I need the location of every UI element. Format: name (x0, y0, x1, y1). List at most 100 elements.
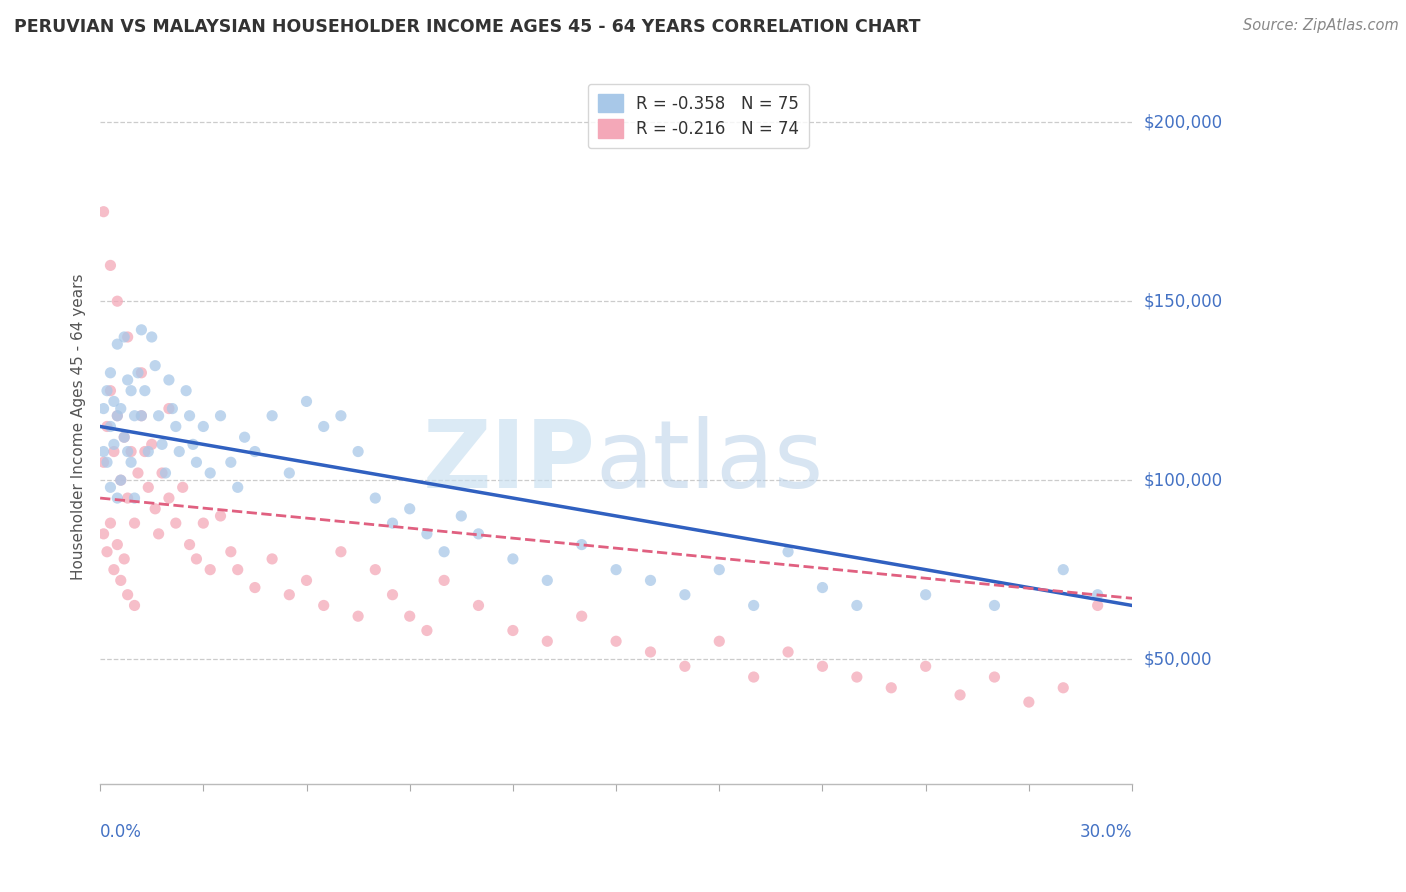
Point (96, 384, 118, 398)
Point (112, 430, 135, 444)
Point (914, 588, 936, 602)
Point (778, 545, 800, 559)
Point (117, 373, 139, 387)
Point (103, 444, 125, 458)
Point (811, 659, 834, 673)
Point (96, 419, 118, 434)
Point (93, 444, 115, 458)
Point (502, 624, 524, 638)
Point (167, 444, 190, 458)
Point (143, 359, 166, 373)
Point (117, 444, 139, 458)
Point (131, 323, 153, 337)
Point (174, 384, 197, 398)
Y-axis label: Householder Income Ages 45 - 64 years: Householder Income Ages 45 - 64 years (72, 273, 86, 580)
Point (742, 599, 765, 613)
Point (416, 527, 439, 541)
Point (536, 574, 558, 588)
Point (103, 437, 125, 451)
Point (93, 455, 115, 469)
Point (93, 401, 115, 416)
Point (120, 384, 142, 398)
Point (845, 670, 868, 684)
Point (124, 599, 146, 613)
Point (983, 599, 1005, 613)
Point (105, 294, 128, 309)
Point (127, 366, 149, 380)
Point (226, 480, 249, 494)
Point (1018, 695, 1040, 709)
Point (381, 588, 404, 602)
Point (143, 501, 166, 516)
Point (100, 419, 122, 434)
Point (605, 563, 627, 577)
Point (105, 409, 128, 423)
Point (949, 688, 972, 702)
Point (110, 401, 132, 416)
Point (131, 409, 153, 423)
Point (416, 624, 439, 638)
Point (450, 508, 472, 523)
Point (381, 516, 404, 530)
Point (105, 491, 128, 505)
Point (983, 670, 1005, 684)
Point (134, 444, 156, 458)
Point (709, 563, 731, 577)
Point (1052, 563, 1074, 577)
Point (105, 538, 128, 552)
Point (295, 394, 318, 409)
Point (742, 670, 765, 684)
Text: 0.0%: 0.0% (100, 823, 142, 841)
Point (105, 409, 128, 423)
Point (148, 409, 170, 423)
Point (329, 409, 352, 423)
Point (502, 552, 524, 566)
Point (165, 419, 187, 434)
Text: Source: ZipAtlas.com: Source: ZipAtlas.com (1243, 18, 1399, 33)
Point (226, 563, 249, 577)
Legend: R = -0.358   N = 75, R = -0.216   N = 74: R = -0.358 N = 75, R = -0.216 N = 74 (588, 84, 810, 148)
Point (112, 552, 135, 566)
Point (112, 430, 135, 444)
Point (96, 545, 118, 559)
Point (1087, 588, 1109, 602)
Point (312, 419, 335, 434)
Point (117, 491, 139, 505)
Point (117, 330, 139, 344)
Point (124, 491, 146, 505)
Point (364, 491, 387, 505)
Point (193, 516, 215, 530)
Point (181, 437, 204, 451)
Point (157, 491, 180, 505)
Point (673, 588, 696, 602)
Text: $50,000: $50,000 (1143, 650, 1212, 668)
Point (209, 409, 232, 423)
Point (193, 419, 215, 434)
Point (136, 444, 159, 458)
Point (110, 473, 132, 487)
Point (398, 501, 420, 516)
Point (347, 444, 370, 458)
Point (398, 609, 420, 624)
Point (110, 473, 132, 487)
Point (162, 401, 184, 416)
Point (467, 527, 489, 541)
Point (120, 455, 142, 469)
Point (605, 634, 627, 648)
Point (124, 409, 146, 423)
Point (179, 538, 201, 552)
Text: $150,000: $150,000 (1143, 293, 1222, 310)
Point (93, 527, 115, 541)
Point (640, 645, 662, 659)
Point (914, 659, 936, 673)
Point (165, 516, 187, 530)
Point (186, 552, 208, 566)
Point (100, 259, 122, 273)
Point (141, 330, 163, 344)
Point (157, 401, 180, 416)
Text: PERUVIAN VS MALAYSIAN HOUSEHOLDER INCOME AGES 45 - 64 YEARS CORRELATION CHART: PERUVIAN VS MALAYSIAN HOUSEHOLDER INCOME… (14, 18, 921, 36)
Point (709, 634, 731, 648)
Point (117, 588, 139, 602)
Point (433, 545, 456, 559)
Point (100, 516, 122, 530)
